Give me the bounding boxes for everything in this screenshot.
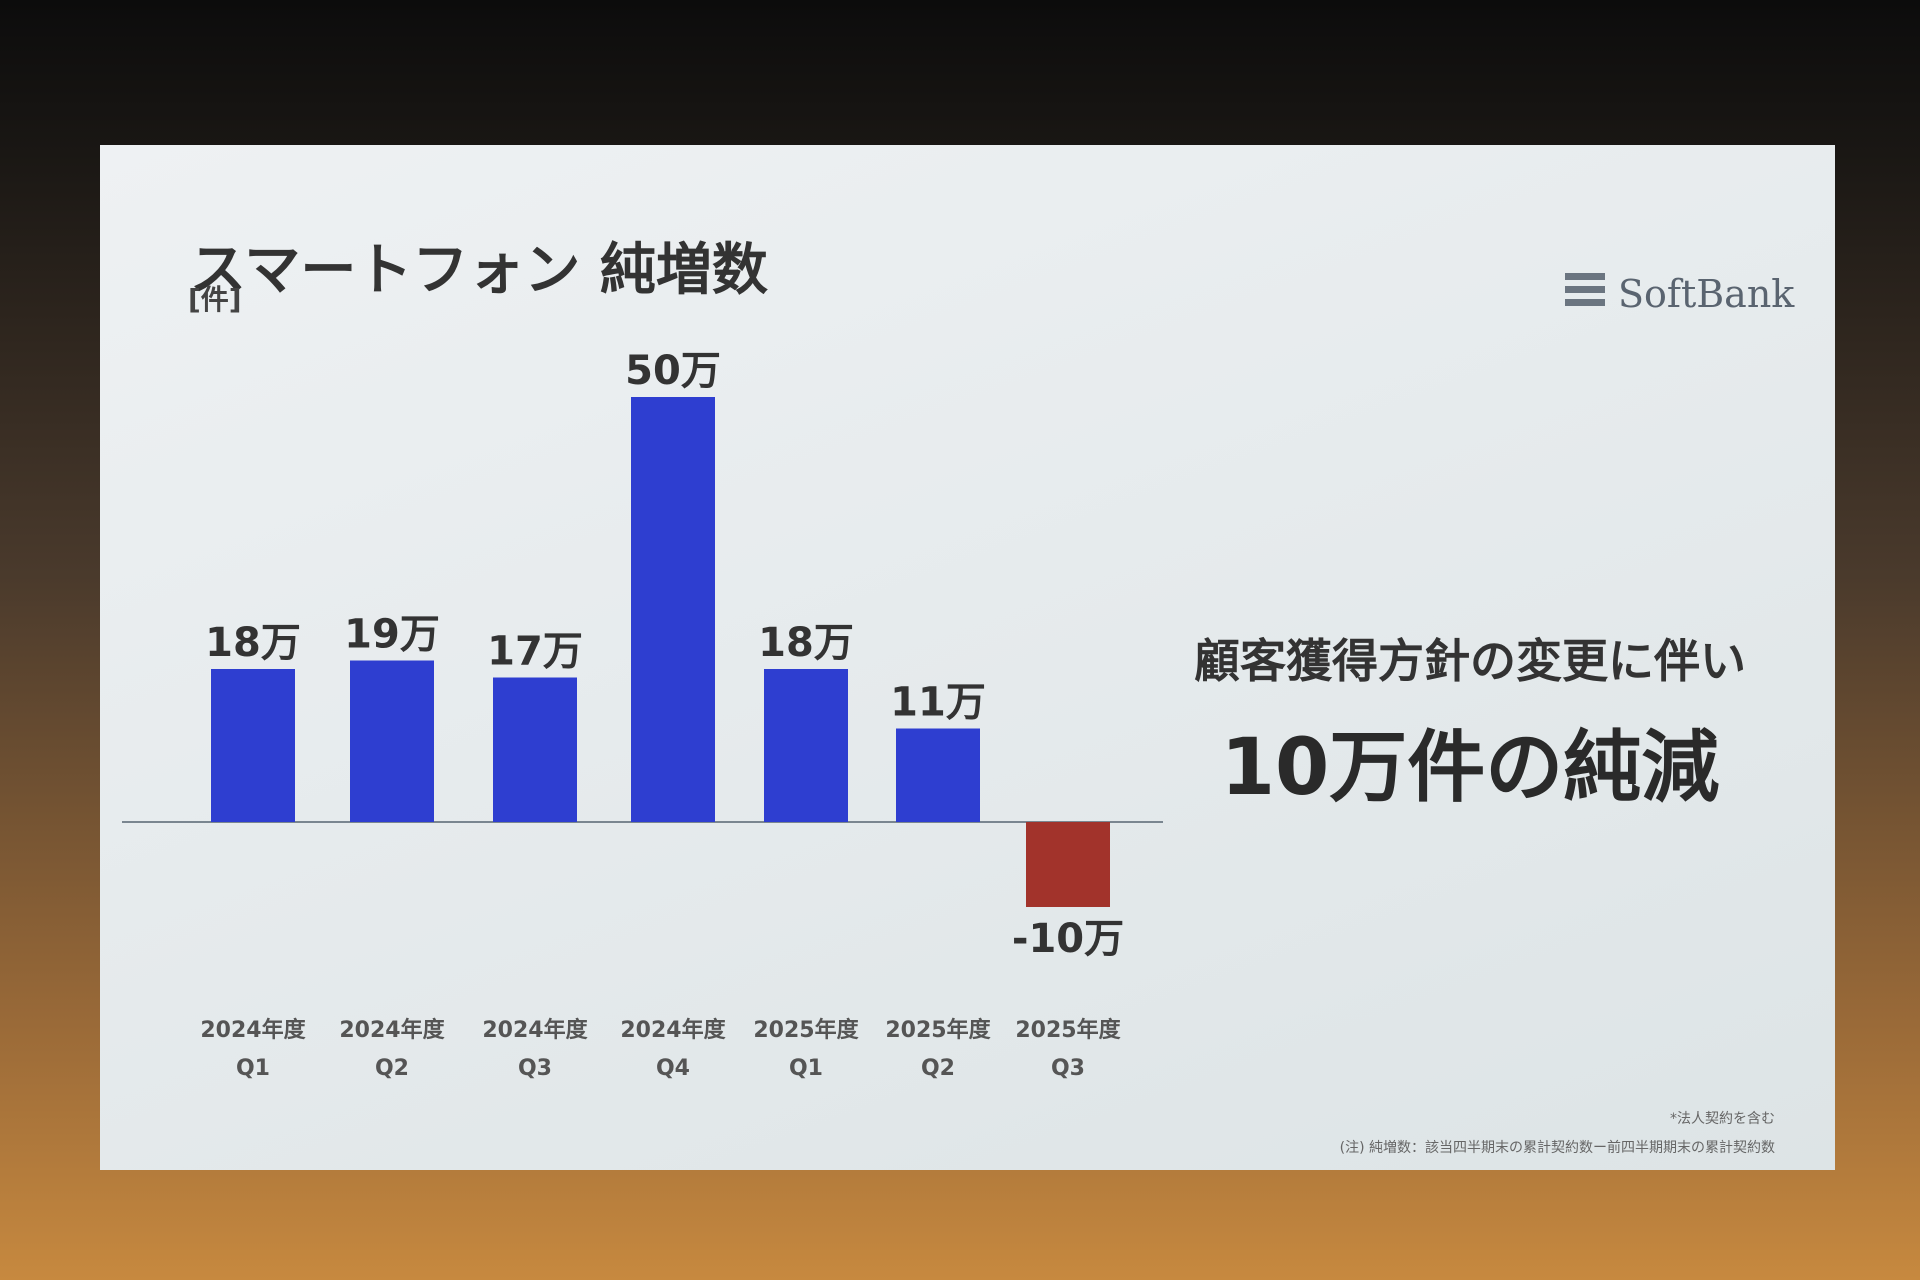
bar — [1026, 822, 1110, 907]
footnote: (注) 純増数：該当四半期末の累計契約数ー前四半期期末の累計契約数 — [1339, 1140, 1775, 1156]
logo: SoftBank — [1618, 272, 1795, 316]
value-label: 11万 — [890, 680, 986, 726]
bar — [350, 660, 434, 822]
value-label: 19万 — [344, 612, 440, 658]
bar — [211, 669, 295, 822]
value-label: -10万 — [1012, 916, 1124, 962]
value-label: 18万 — [758, 620, 854, 666]
slide — [100, 145, 1835, 1170]
x-tick-label: 2025年度 Q1 — [753, 1018, 859, 1081]
logo-mark — [1565, 273, 1605, 306]
x-tick-label: 2024年度 Q1 — [200, 1018, 306, 1081]
value-label: 50万 — [625, 348, 721, 394]
x-tick-label: 2025年度 Q2 — [885, 1018, 991, 1081]
annotation: 10万件の純減 — [1220, 723, 1720, 813]
x-tick-label: 2024年度 Q2 — [339, 1018, 445, 1081]
chart-title: スマートフォン 純増数 — [190, 238, 768, 303]
bar — [631, 397, 715, 822]
value-label: 17万 — [487, 629, 583, 675]
annotation: 顧客獲得方針の変更に伴い — [1194, 634, 1746, 688]
bar — [493, 677, 577, 822]
footnote: *法人契約を含む — [1670, 1111, 1775, 1127]
x-tick-label: 2024年度 Q3 — [482, 1018, 588, 1081]
value-label: 18万 — [205, 620, 301, 666]
unit-label: [件] — [188, 283, 242, 316]
x-tick-label: 2024年度 Q4 — [620, 1018, 726, 1081]
bar — [764, 669, 848, 822]
bar — [896, 728, 980, 822]
x-tick-label: 2025年度 Q3 — [1015, 1018, 1121, 1081]
